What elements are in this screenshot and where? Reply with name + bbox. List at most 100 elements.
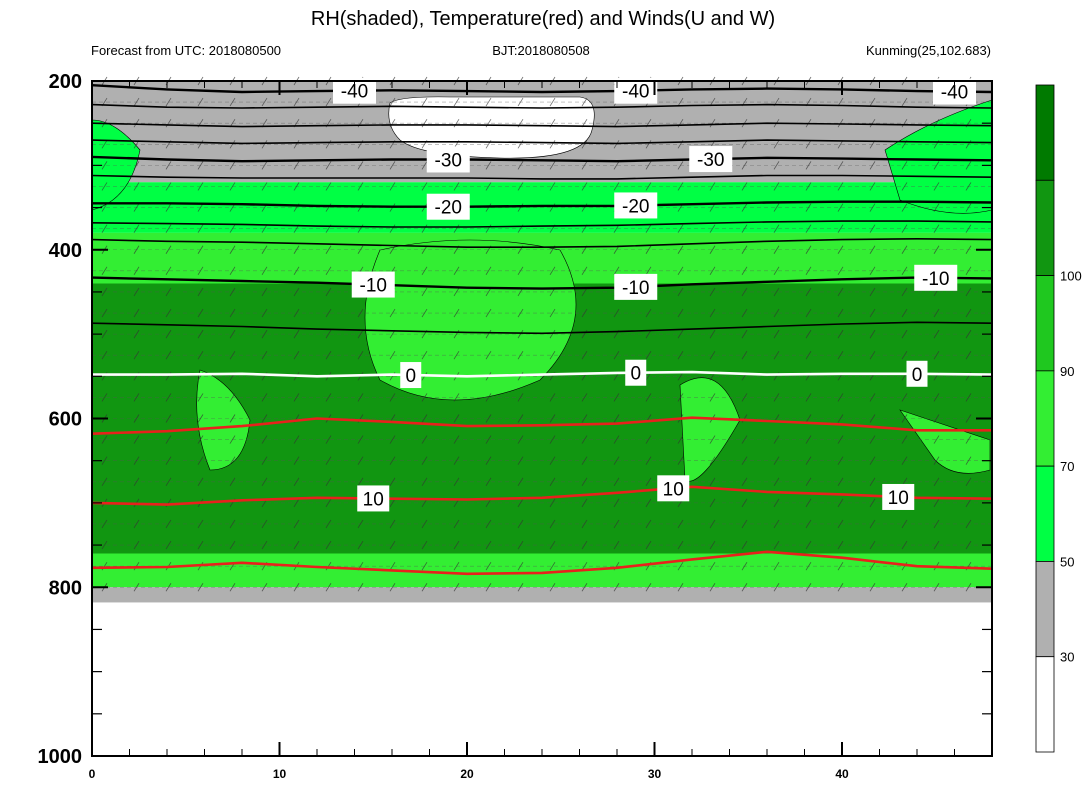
- wind-barb-mark: [485, 329, 492, 339]
- wind-barb-mark: [869, 245, 876, 254]
- wind-barb-mark: [613, 456, 620, 465]
- contour-label: 0: [630, 364, 641, 385]
- wind-barb-mark: [837, 414, 844, 423]
- wind-barb-mark: [165, 182, 172, 191]
- isotherm--10: [91, 276, 993, 290]
- wind-barb-mark: [357, 477, 364, 486]
- wind-barb-mark: [293, 308, 300, 318]
- wind-barb-mark: [389, 118, 396, 128]
- y-tick-label: 1000: [38, 746, 83, 768]
- wind-barb-mark: [165, 97, 172, 107]
- wind-barb-mark: [389, 224, 396, 233]
- wind-barb-mark: [389, 477, 396, 486]
- wind-barb-mark: [133, 540, 140, 550]
- wind-barb-mark: [261, 245, 268, 254]
- isotherm-minor-6: [91, 321, 993, 335]
- wind-barb-mark: [805, 224, 812, 233]
- wind-barb-mark: [357, 329, 364, 339]
- wind-barb-mark: [965, 161, 972, 170]
- wind-barb-mark: [677, 161, 684, 170]
- wind-barb-mark: [677, 224, 684, 233]
- wind-barb-mark: [645, 351, 652, 360]
- wind-barb-mark: [581, 583, 588, 592]
- wind-barb-mark: [453, 477, 460, 486]
- wind-barb-mark: [293, 329, 300, 339]
- wind-barb-mark: [101, 456, 108, 465]
- wind-barb-mark: [933, 203, 940, 212]
- wind-barb-mark: [325, 351, 332, 360]
- wind-barb-mark: [517, 182, 524, 191]
- wind-barb-mark: [197, 161, 204, 170]
- wind-barb-mark: [837, 540, 844, 550]
- wind-barb-mark: [869, 266, 876, 276]
- wind-barb-mark: [485, 477, 492, 486]
- wind-barb-mark: [293, 266, 300, 276]
- wind-barb-mark: [581, 182, 588, 191]
- wind-barb-mark: [549, 308, 556, 318]
- wind-barb-mark: [773, 583, 780, 592]
- wind-barb-mark: [325, 393, 332, 402]
- wind-barb-mark: [261, 393, 268, 402]
- wind-barb-mark: [357, 182, 364, 191]
- wind-barb-mark: [517, 519, 524, 529]
- wind-barb-mark: [389, 519, 396, 529]
- wind-barb-mark: [549, 351, 556, 360]
- contour-label-box: [351, 271, 395, 298]
- wind-barb-mark: [805, 414, 812, 423]
- wind-barb-mark: [901, 414, 908, 423]
- wind-barb-mark: [709, 435, 716, 444]
- wind-barb-mark: [197, 540, 204, 550]
- wind-barb-mark: [741, 519, 748, 529]
- wind-barb-mark: [709, 351, 716, 360]
- wind-barb-mark: [549, 393, 556, 402]
- wind-barb-mark: [581, 498, 588, 508]
- wind-barb-mark: [325, 161, 332, 170]
- wind-barb-mark: [453, 287, 460, 297]
- wind-barb-mark: [453, 414, 460, 423]
- wind-barb-mark: [869, 287, 876, 297]
- x-tick-label: 20: [460, 767, 474, 781]
- wind-barb-mark: [325, 583, 332, 592]
- wind-barb-mark: [485, 583, 492, 592]
- wind-barb-mark: [325, 435, 332, 444]
- wind-barb-mark: [805, 203, 812, 212]
- wind-barb-mark: [485, 161, 492, 170]
- wind-barb-mark: [709, 266, 716, 276]
- wind-barb-mark: [645, 477, 652, 486]
- rh-patch-a: [196, 369, 251, 471]
- wind-barb-mark: [965, 308, 972, 318]
- wind-barb-mark: [773, 477, 780, 486]
- wind-barb-mark: [293, 161, 300, 170]
- wind-barb-mark: [805, 266, 812, 276]
- wind-barb-mark: [901, 308, 908, 318]
- wind-barb-mark: [101, 519, 108, 529]
- wind-barb-mark: [965, 245, 972, 254]
- wind-barb-mark: [773, 224, 780, 233]
- wind-barb-mark: [613, 435, 620, 444]
- wind-barb-mark: [389, 97, 396, 107]
- contour-label: -20: [435, 198, 462, 219]
- wind-barb-mark: [741, 266, 748, 276]
- wind-barb-mark: [773, 393, 780, 402]
- wind-barb-mark: [773, 140, 780, 149]
- wind-barb-mark: [709, 182, 716, 191]
- wind-barb-mark: [293, 519, 300, 529]
- contour-label: -10: [622, 278, 649, 299]
- wind-barb-mark: [837, 561, 844, 571]
- wind-barb-mark: [133, 583, 140, 592]
- wind-barb-mark: [229, 477, 236, 486]
- wind-barb-mark: [133, 414, 140, 423]
- wind-barb-mark: [645, 519, 652, 529]
- wind-barb-mark: [581, 540, 588, 550]
- wind-barb-mark: [261, 224, 268, 233]
- contour-label-box: [914, 264, 958, 291]
- wind-barb-mark: [645, 266, 652, 276]
- wind-barb-mark: [837, 393, 844, 402]
- wind-barb-mark: [453, 561, 460, 571]
- wind-barb-mark: [677, 583, 684, 592]
- wind-barb-mark: [261, 540, 268, 550]
- wind-barb-mark: [805, 308, 812, 318]
- wind-barb-mark: [517, 203, 524, 212]
- wind-barb-mark: [133, 97, 140, 107]
